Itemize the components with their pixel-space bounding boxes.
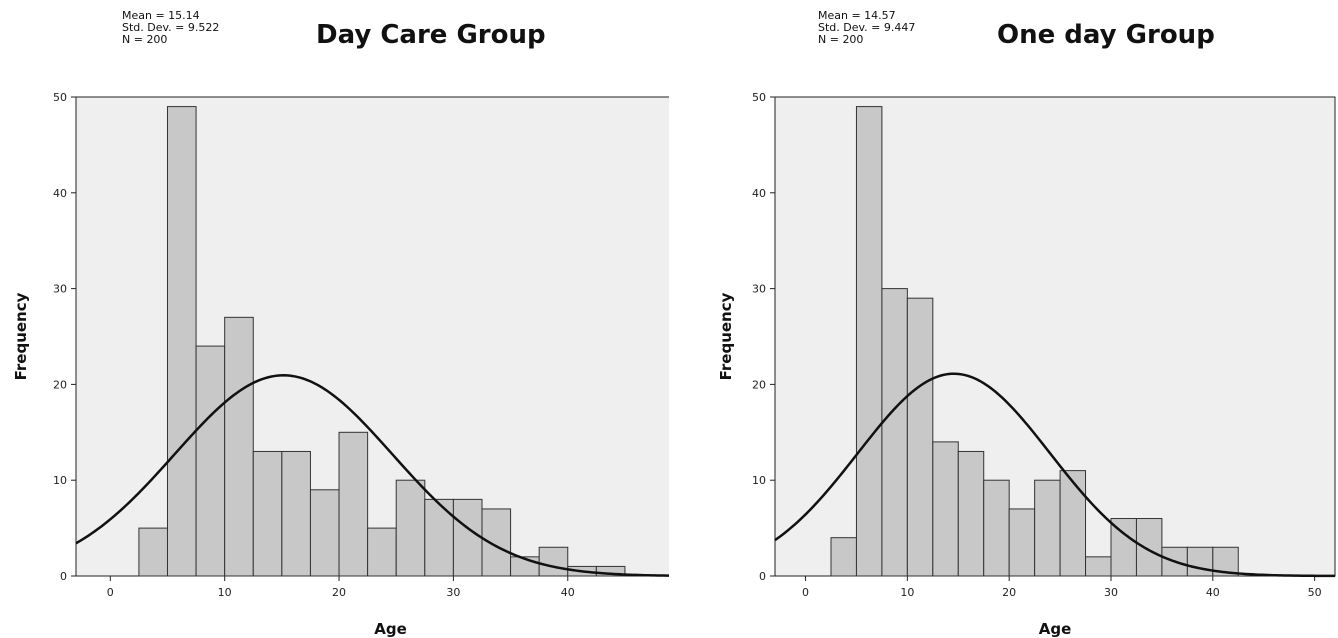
plot-area [75,96,669,577]
histogram-bar [983,479,1010,577]
x-tick-label: 0 [107,586,114,599]
histogram-bar [1034,479,1061,577]
x-axis-label: Age [374,620,407,638]
histogram-bar [309,489,340,577]
histogram-bar [1135,518,1163,577]
one-day-panel: Mean = 14.57 Std. Dev. = 9.447 N = 200 O… [669,0,1338,638]
stats-box: Mean = 14.57 Std. Dev. = 9.447 N = 200 [818,10,915,46]
histogram-bar [881,288,908,577]
x-tick-label: 40 [1206,586,1220,599]
y-tick-label: 40 [752,187,766,200]
histogram-bar [252,450,283,577]
mean-text: Mean = 14.57 [818,9,896,22]
y-tick-label: 0 [60,570,67,583]
x-tick-label: 20 [1002,586,1016,599]
x-tick-label: 30 [446,586,460,599]
x-tick-label: 10 [218,586,232,599]
y-tick-label: 10 [53,474,67,487]
histogram-bar [1085,556,1112,577]
histogram-bar [595,565,626,577]
histogram-bar [452,498,483,577]
day-care-panel: Mean = 15.14 Std. Dev. = 9.522 N = 200 D… [12,10,669,638]
histogram-bar [830,537,857,577]
y-axis-label: Frequency [717,292,735,380]
histogram-bar [1110,518,1137,577]
y-tick-label: 30 [53,283,67,296]
chart-title: Day Care Group [316,20,546,50]
histogram-bar [1008,508,1036,577]
mean-text: Mean = 15.14 [122,9,200,22]
histogram-bar [367,527,397,577]
histogram-bar [957,450,985,577]
y-tick-label: 0 [759,570,766,583]
histogram-bar [932,441,959,577]
y-tick-label: 30 [752,283,766,296]
histogram-bar [138,527,168,577]
histogram-bar [855,106,883,577]
stats-box: Mean = 15.14 Std. Dev. = 9.522 N = 200 [122,10,219,46]
histogram-bar [1186,546,1214,577]
histogram-bar [195,345,226,577]
histogram-bar [281,450,311,577]
n-text: N = 200 [122,33,168,46]
histogram-bar [538,546,569,577]
x-tick-label: 50 [1308,586,1322,599]
y-tick-label: 50 [752,91,766,104]
n-text: N = 200 [818,33,864,46]
y-tick-label: 20 [752,378,766,391]
histogram-bar [224,316,254,577]
histogram-bar [906,297,934,577]
y-tick-label: 20 [53,378,67,391]
y-tick-label: 40 [53,187,67,200]
x-tick-label: 30 [1104,586,1118,599]
histogram-bar [338,431,369,577]
histogram-bar [395,479,426,577]
histogram-chart: 0 10 20 30 40 50 0 10 20 30 40 50 Age Frequency [717,91,1336,638]
y-axis-label: Frequency [12,292,30,380]
y-tick-label: 10 [752,474,766,487]
x-tick-label: 10 [900,586,914,599]
histogram-bar [424,498,454,577]
y-tick-label: 50 [53,91,67,104]
histogram-bar [166,106,197,577]
chart-title: One day Group [997,20,1215,50]
histogram-bar [1059,470,1087,577]
x-tick-label: 0 [802,586,809,599]
x-tick-label: 40 [561,586,575,599]
normal-curve [774,372,1336,578]
histogram-bar [481,508,512,577]
x-tick-label: 20 [332,586,346,599]
sd-text: Std. Dev. = 9.522 [122,21,220,34]
normal-curve [75,374,669,577]
x-axis-label: Age [1039,620,1072,638]
sd-text: Std. Dev. = 9.447 [818,21,916,34]
